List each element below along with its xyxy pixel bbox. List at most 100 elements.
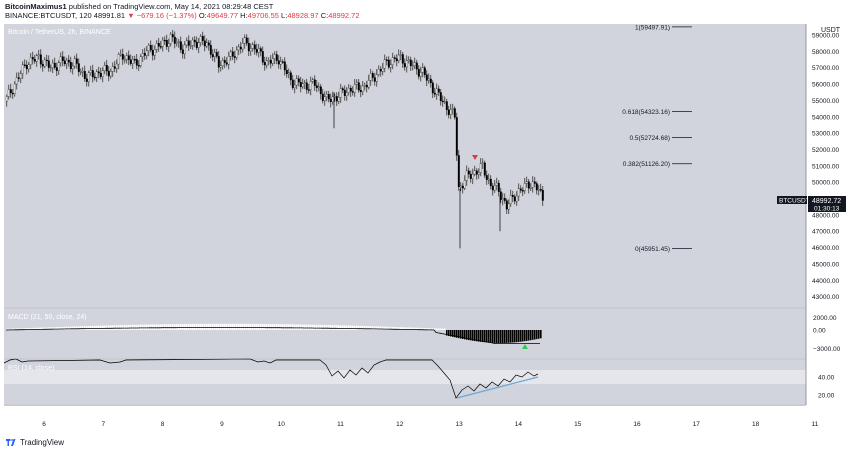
candle-body: [57, 62, 60, 71]
fibonacci-levels[interactable]: 1(59497.91) 0.618(54323.16) 0.5(52724.68) 0…: [622, 24, 692, 253]
macd-bar: [252, 323, 254, 330]
candle-body: [335, 96, 338, 102]
candles[interactable]: [5, 30, 544, 249]
price-tick-label: 55000.00: [812, 98, 839, 105]
fib-level-label: 1(59497.91): [635, 24, 670, 31]
macd-bar: [398, 327, 400, 330]
time-tick-label: 6: [42, 421, 46, 428]
macd-bar: [230, 323, 232, 330]
rsi-legend[interactable]: RSI (14, close): [8, 365, 54, 372]
price-tick-label: 51000.00: [812, 163, 839, 170]
macd-bar: [268, 324, 270, 330]
candle-body: [517, 188, 520, 197]
candle-body: [455, 117, 458, 156]
macd-bar: [534, 330, 536, 340]
candle-body: [277, 60, 280, 65]
macd-bar: [156, 324, 158, 330]
candle-body: [297, 78, 300, 83]
rsi-tick-label: 20.00: [818, 393, 835, 400]
macd-bar: [310, 324, 312, 330]
main-pane[interactable]: [4, 24, 806, 307]
macd-bar: [236, 323, 238, 330]
candle-body: [275, 54, 278, 61]
macd-bar: [336, 325, 338, 330]
candle-body: [249, 48, 252, 52]
macd-bar: [526, 330, 528, 341]
candle-body: [385, 59, 388, 61]
time-axis-labels[interactable]: 6 7 8 9 10 11 12 13 14 15 16 17 18 11: [42, 421, 818, 428]
candle-body: [85, 78, 88, 82]
candle-body: [17, 77, 20, 79]
candle-body: [191, 39, 194, 46]
macd-bar: [460, 330, 462, 339]
author-name[interactable]: BitcoinMaximus1: [5, 2, 67, 11]
macd-bar: [286, 324, 288, 330]
macd-bar: [520, 330, 522, 342]
down-arrow-icon: [472, 155, 478, 160]
macd-bar: [166, 324, 168, 330]
macd-bar: [68, 326, 70, 330]
macd-bar: [238, 323, 240, 330]
candle-body: [403, 63, 406, 68]
macd-bar: [152, 324, 154, 330]
last-price-tag: BTCUSDT 48992.72 01:30:13: [777, 196, 846, 213]
macd-bar: [338, 325, 340, 330]
macd-bar: [130, 324, 132, 330]
time-tick-label: 11: [812, 421, 819, 428]
candle-body: [221, 60, 224, 66]
candle-body: [103, 65, 106, 71]
chart-canvas[interactable]: Bitcoin / TetherUS, 2h, BINANCE MACD (21…: [0, 22, 850, 436]
footer[interactable]: TradingView: [6, 438, 64, 447]
candle-body: [101, 70, 104, 77]
candle-body: [325, 94, 328, 97]
high-label: H:: [240, 11, 248, 20]
macd-bar: [330, 325, 332, 330]
price-axis-labels[interactable]: 59000.00 58000.00 57000.00 56000.00 55000.00…: [812, 33, 839, 302]
macd-bar: [84, 326, 86, 330]
candle-body: [183, 44, 186, 54]
candle-body: [67, 59, 70, 63]
macd-bar: [418, 327, 420, 330]
macd-bar: [406, 327, 408, 330]
macd-bar: [492, 330, 494, 343]
time-tick-label: 9: [220, 421, 224, 428]
price-tick-label: 50000.00: [812, 180, 839, 187]
time-tick-label: 13: [455, 421, 463, 428]
macd-bar: [500, 330, 502, 344]
macd-bar: [134, 324, 136, 330]
macd-bar: [486, 330, 488, 343]
macd-bar: [160, 324, 162, 330]
macd-bar: [188, 323, 190, 330]
candle-body: [203, 40, 206, 47]
candle-body: [63, 60, 66, 65]
macd-bar: [260, 323, 262, 330]
macd-bar: [254, 323, 256, 330]
macd-bar: [80, 326, 82, 330]
publish-line: BitcoinMaximus1 published on TradingView…: [5, 2, 273, 11]
candle-body: [21, 64, 24, 74]
time-tick-label: 7: [101, 421, 105, 428]
main-legend[interactable]: Bitcoin / TetherUS, 2h, BINANCE: [8, 29, 111, 36]
candle-body: [125, 55, 128, 60]
rsi-trendline[interactable]: [456, 376, 539, 399]
macd-bar: [16, 328, 18, 330]
macd-bar: [420, 327, 422, 330]
macd-bar: [466, 330, 468, 340]
candle-body: [319, 86, 322, 95]
macd-bar: [428, 328, 430, 330]
macd-bar: [514, 330, 516, 343]
macd-bar: [490, 330, 492, 343]
candle-body: [117, 54, 120, 65]
ticker-label: BTCUSDT: [779, 198, 810, 205]
macd-bar: [340, 325, 342, 330]
macd-legend[interactable]: MACD (21, 50, close, 24): [8, 314, 87, 321]
macd-pane[interactable]: [4, 309, 806, 358]
candle-body: [61, 56, 64, 61]
candle-body: [539, 189, 542, 191]
candle-body: [281, 61, 284, 63]
macd-bar: [532, 330, 534, 340]
candle-body: [13, 83, 16, 94]
macd-bar: [208, 323, 210, 330]
candle-body: [381, 68, 384, 72]
macd-bar: [228, 323, 230, 330]
